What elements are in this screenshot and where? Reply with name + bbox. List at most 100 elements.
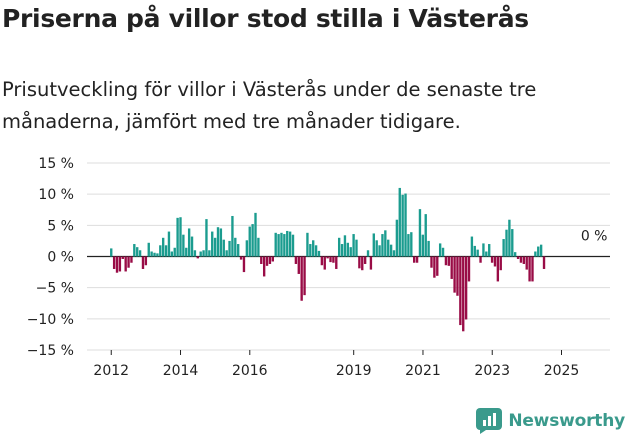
bar	[433, 256, 436, 278]
bar	[173, 247, 176, 257]
bar	[392, 250, 396, 257]
bar	[136, 247, 139, 257]
bar	[297, 256, 300, 274]
bar	[473, 245, 476, 257]
bar	[187, 228, 191, 257]
bar	[326, 256, 329, 259]
bar	[332, 256, 335, 263]
bar	[415, 256, 419, 263]
bar	[525, 256, 528, 270]
bar	[447, 256, 450, 266]
bar	[502, 239, 505, 257]
bars	[110, 187, 546, 332]
bar	[430, 256, 433, 268]
bar	[280, 232, 283, 257]
bar	[303, 256, 306, 296]
bar	[511, 229, 514, 257]
bar	[153, 252, 156, 257]
bar	[222, 239, 225, 257]
bar	[130, 256, 133, 263]
bar	[211, 231, 214, 257]
bar	[312, 240, 315, 257]
y-tick-label: −10 %	[27, 312, 74, 328]
bar	[335, 256, 338, 269]
bar	[208, 250, 211, 257]
bar	[346, 242, 350, 257]
brand-logo[interactable]: Newsworthy	[476, 407, 625, 435]
bar	[291, 234, 295, 257]
bar	[499, 256, 502, 271]
bar	[121, 256, 124, 259]
bar	[542, 256, 546, 269]
x-tick-label: 2025	[544, 363, 580, 379]
bar	[245, 240, 249, 257]
bar	[306, 232, 309, 257]
bar	[375, 240, 378, 257]
bar	[239, 256, 243, 260]
bar	[277, 234, 280, 257]
bar	[537, 246, 540, 257]
bar	[531, 256, 534, 282]
bar	[450, 256, 453, 279]
x-tick-label: 2023	[474, 363, 510, 379]
y-tick-label: 0 %	[47, 250, 74, 266]
bar	[254, 212, 257, 257]
bar	[413, 256, 416, 263]
brand-name: Newsworthy	[508, 411, 625, 431]
bar	[343, 235, 347, 257]
bar	[482, 243, 485, 257]
bar	[395, 219, 399, 257]
y-tick-label: −15 %	[27, 343, 74, 359]
bar	[257, 237, 260, 257]
bar	[456, 256, 459, 296]
bar	[300, 256, 303, 301]
bar	[138, 250, 142, 257]
bar	[164, 245, 168, 257]
bar	[274, 232, 277, 257]
bar	[314, 245, 318, 257]
bar	[179, 217, 182, 257]
bar	[534, 251, 537, 257]
bar	[309, 244, 312, 257]
bar	[436, 256, 439, 276]
bar	[372, 233, 375, 257]
bar	[190, 236, 194, 257]
y-tick-label: −5 %	[36, 281, 74, 297]
bar	[205, 219, 208, 257]
x-tick-label: 2021	[405, 363, 441, 379]
bar	[485, 251, 488, 257]
bar	[329, 256, 332, 263]
bar	[470, 236, 474, 257]
bar	[219, 228, 223, 257]
bar	[248, 226, 251, 257]
bar	[464, 256, 468, 320]
x-axis: 2012 2014 2016 2019 2021 2023 2025	[93, 350, 579, 379]
x-tick-label: 2016	[232, 363, 268, 379]
y-tick-label: 5 %	[47, 218, 74, 234]
bar	[150, 251, 153, 257]
bar	[398, 187, 401, 257]
bar	[337, 237, 341, 257]
bar	[384, 230, 387, 257]
bar	[231, 215, 234, 257]
bar	[424, 214, 427, 257]
latest-value-label: 0 %	[581, 229, 608, 245]
bar	[407, 234, 410, 257]
bar	[404, 193, 407, 257]
page-subtitle: Prisutveckling för villor i Västerås und…	[2, 78, 537, 133]
bar	[513, 252, 517, 257]
newsworthy-logo-icon	[476, 408, 503, 434]
bar	[438, 243, 442, 257]
bar	[115, 256, 119, 273]
bar	[127, 256, 130, 268]
bar	[490, 256, 494, 263]
bar	[133, 244, 136, 257]
bar	[182, 234, 185, 257]
bar	[459, 256, 462, 326]
bar	[369, 256, 373, 270]
bar	[488, 244, 491, 257]
bar	[479, 256, 482, 263]
bar	[462, 256, 465, 332]
bar	[237, 244, 240, 257]
